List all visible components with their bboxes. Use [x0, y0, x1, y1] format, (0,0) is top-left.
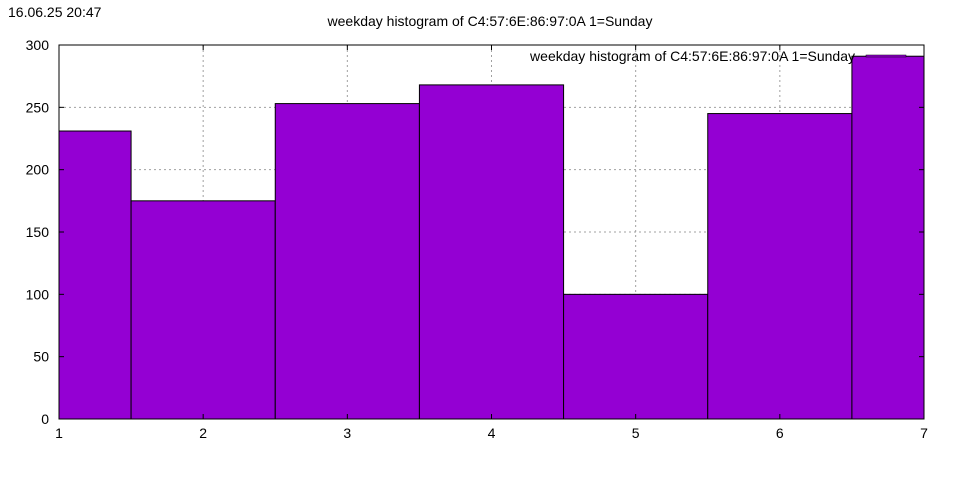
- bars: [58, 55, 925, 420]
- timestamp: 16.06.25 20:47: [8, 4, 102, 20]
- x-tick-label: 1: [55, 425, 63, 441]
- y-tick-label: 200: [26, 162, 50, 178]
- bar-7: [851, 55, 925, 420]
- x-tick-label: 7: [920, 425, 928, 441]
- y-tick-label: 250: [26, 99, 50, 115]
- legend-swatch: [865, 54, 907, 58]
- x-tick-label: 2: [199, 425, 207, 441]
- bar-6: [707, 113, 853, 420]
- y-axis: 0 50 100 150 200 250 300: [26, 37, 924, 427]
- x-tick-label: 3: [343, 425, 351, 441]
- x-tick-label: 5: [632, 425, 640, 441]
- x-tick-label: 4: [488, 425, 496, 441]
- y-tick-label: 150: [26, 224, 50, 240]
- bar-3: [274, 103, 420, 420]
- chart-title: weekday histogram of C4:57:6E:86:97:0A 1…: [327, 13, 653, 29]
- legend: weekday histogram of C4:57:6E:86:97:0A 1…: [529, 48, 907, 64]
- bar-1: [58, 130, 132, 420]
- y-tick-label: 100: [26, 286, 50, 302]
- y-tick-label: 0: [41, 411, 49, 427]
- bar-4: [418, 84, 565, 420]
- bar-2: [130, 200, 276, 420]
- bar-5: [563, 293, 709, 420]
- y-tick-label: 300: [26, 37, 50, 53]
- x-tick-label: 6: [776, 425, 784, 441]
- legend-label: weekday histogram of C4:57:6E:86:97:0A 1…: [529, 48, 855, 64]
- x-axis: 1 2 3 4 5 6 7: [55, 45, 928, 441]
- y-tick-label: 50: [33, 349, 49, 365]
